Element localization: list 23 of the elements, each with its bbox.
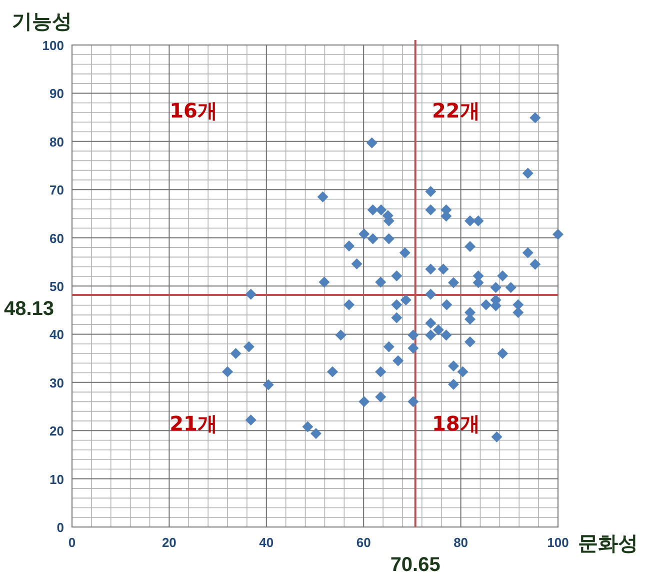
annotation: 21개 <box>170 412 218 436</box>
annotation: 16개 <box>170 98 218 122</box>
y-tick-label: 50 <box>50 279 64 294</box>
y-tick-label: 10 <box>50 472 64 487</box>
x-tick-label: 40 <box>259 535 274 550</box>
y-tick-label: 20 <box>50 424 64 439</box>
y-tick-label: 60 <box>50 230 64 246</box>
y-tick-label: 30 <box>50 375 64 390</box>
y-tick-label: 70 <box>50 182 64 198</box>
y-axis-title: 기능성 <box>12 9 72 33</box>
x-tick-label: 60 <box>356 535 371 550</box>
x-tick-label: 0 <box>68 535 76 550</box>
y-tick-label: 0 <box>56 520 64 535</box>
y-tick-label: 100 <box>42 38 64 53</box>
x-tick-label: 100 <box>547 535 569 550</box>
x-axis-title: 문화성 <box>578 531 638 555</box>
y-tick-label: 90 <box>50 86 64 102</box>
ref-line-label: 48.13 <box>4 298 54 320</box>
x-tick-label: 20 <box>162 535 176 550</box>
y-tick-label: 40 <box>50 327 64 342</box>
y-tick-label: 80 <box>50 134 64 150</box>
x-tick-label: 80 <box>454 535 468 550</box>
ref-line-label: 70.65 <box>390 554 440 576</box>
